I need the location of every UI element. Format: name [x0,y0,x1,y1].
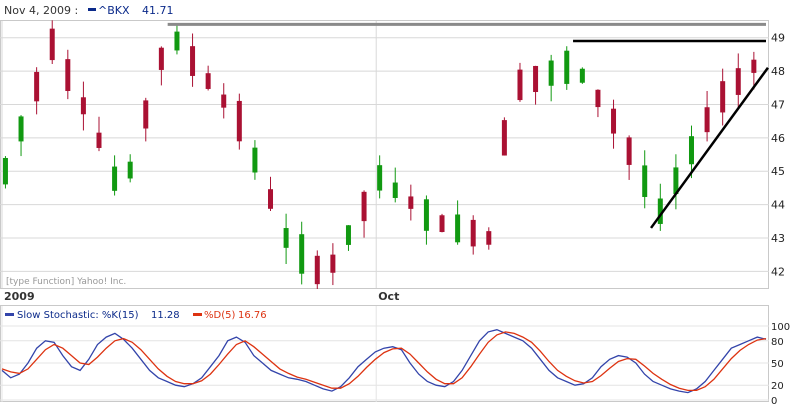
candle-body [533,65,539,93]
candle-body [688,136,694,165]
candle-body [205,73,211,89]
candle-body [517,69,523,101]
candle-body [236,100,242,142]
price-tick-label: 45 [771,165,785,178]
trend-lines [167,22,769,229]
header-price: 41.71 [142,4,174,17]
candle-body [611,108,617,134]
price-tick-label: 47 [771,98,785,111]
candle-body [112,166,118,191]
candle-body [704,107,710,133]
header-date: Nov 4, 2009 : [4,4,79,17]
stochastic-axis: 100 80 50 20 0 [771,322,790,404]
price-axis: 42 43 44 45 46 47 48 49 [771,32,785,279]
candle-body [595,89,601,108]
candle-body [80,97,86,115]
date-tick-label: 2009 [4,290,35,303]
candle-body [392,182,398,198]
candle-body [439,215,445,233]
candle-body [283,228,289,248]
candle-body [18,116,24,142]
candle-body [268,189,274,209]
main-chart-grid [0,21,769,288]
candle-body [720,81,726,113]
stochastic-d-line [1,331,767,392]
candle-body [345,225,351,245]
support-trend-line [650,66,769,229]
stochastic-tick-label: 50 [771,359,784,370]
k-legend-swatch [5,313,14,316]
candle-body [751,59,757,73]
k-legend-label: Slow Stochastic: %K(15) [17,310,139,321]
candle-body [158,47,164,70]
candle-body [579,68,585,83]
candle-body [252,147,258,173]
x-axis-bar [0,289,769,303]
candlestick-series [2,20,757,291]
candle-body [377,165,383,191]
stochastic-tick-label: 0 [771,396,777,404]
candle-body [314,255,320,285]
date-tick-label: Oct [378,290,399,303]
date-axis: 2009OctNovDec2010FebMar [4,290,399,303]
candle-body [65,59,71,92]
candle-body [470,219,476,247]
lower-chart-frame [0,305,769,402]
candle-body [2,157,8,185]
stochastic-k-line [1,329,767,394]
candle-body [127,161,133,179]
price-tick-label: 46 [771,132,785,145]
k-legend-value: 11.28 [151,310,180,321]
series-marker-icon [88,8,96,11]
price-tick-label: 43 [771,232,785,245]
price-tick-label: 48 [771,65,785,78]
candle-body [330,254,336,273]
candle-body [501,120,507,156]
candle-body [657,198,663,224]
candle-body [548,60,554,86]
candle-body [299,234,305,274]
d-legend-label: %D(5) [204,310,235,321]
candle-body [642,165,648,197]
candle-body [455,214,461,243]
candle-body [564,50,570,84]
candle-body [408,196,414,209]
stochastic-tick-label: 80 [771,337,784,348]
price-tick-label: 49 [771,32,785,45]
stochastic-tick-label: 20 [771,381,784,392]
candle-body [96,132,102,148]
d-legend-value: 16.76 [238,310,267,321]
watermark: [type Function] Yahoo! Inc. [6,277,126,287]
main-chart-frame [0,20,769,289]
candle-body [190,46,196,76]
candle-body [423,199,429,231]
candle-body [143,100,149,129]
candle-body [486,231,492,245]
header-bar: Nov 4, 2009 : ^BKX 41.71 [0,0,796,20]
candle-body [174,31,180,51]
stochastic-tick-label: 100 [771,322,790,333]
candle-body [221,94,227,108]
candle-body [735,68,741,95]
candle-body [673,167,679,195]
candle-body [34,71,40,102]
price-tick-label: 42 [771,265,785,278]
d-legend-swatch [193,313,202,316]
candle-body [626,137,632,165]
header-symbol: ^BKX [98,4,130,17]
candle-body [361,191,367,222]
candle-body [49,28,55,61]
price-tick-label: 44 [771,199,785,212]
